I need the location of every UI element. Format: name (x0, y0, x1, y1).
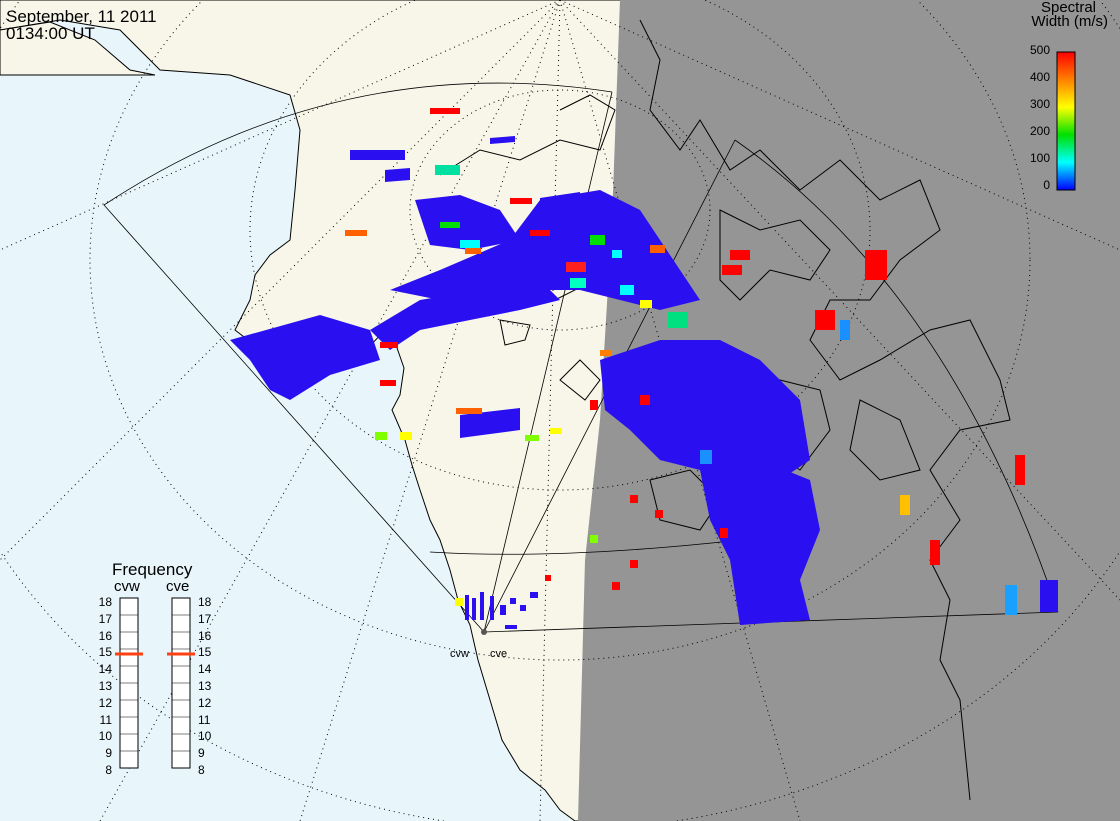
frequency-radar-label-cve: cve (166, 578, 190, 595)
frequency-tick-left: 14 (98, 662, 112, 677)
title-date: September, 11 2011 (6, 7, 157, 26)
landmass-siberia (0, 21, 156, 76)
frequency-tick-right: 13 (198, 679, 212, 693)
frequency-tick-right: 18 (198, 595, 212, 609)
frequency-tick-right: 16 (198, 628, 212, 643)
frequency-tick-right: 11 (198, 712, 211, 727)
frequency-tick-left: 18 (98, 595, 112, 609)
frequency-tick-left: 9 (105, 746, 112, 761)
frequency-boxes (119, 597, 191, 769)
legend-title-line2: Width (m/s) (1031, 13, 1108, 30)
frequency-tick-left: 13 (98, 679, 112, 693)
frequency-title: Frequency (112, 560, 193, 579)
scatter-main-blue (230, 136, 820, 625)
radar-site-label-cvw: cvw (450, 648, 469, 660)
scatter-colored-cells (345, 108, 1058, 615)
radar-site-marker (481, 629, 487, 635)
legend-tick: 300 (1029, 97, 1050, 111)
frequency-tick-right: 10 (198, 729, 212, 744)
frequency-tick-right: 14 (198, 662, 212, 677)
legend-tick: 500 (1029, 43, 1050, 57)
legend-title-line1: Spectral (1040, 0, 1096, 16)
frequency-radar-label-cvw: cvw (114, 578, 140, 595)
frequency-tick-right: 15 (198, 645, 212, 660)
frequency-tick-right: 9 (198, 746, 205, 761)
frequency-tick-left: 16 (98, 628, 112, 643)
frequency-tick-right: 17 (198, 611, 212, 626)
legend-colorbar (1056, 51, 1076, 191)
radar-site-label-cve: cve (490, 648, 508, 660)
scatter-near-range (465, 592, 538, 629)
frequency-tick-left: 17 (98, 611, 112, 626)
frequency-tick-left: 12 (98, 695, 112, 710)
legend-tick: 400 (1029, 70, 1050, 84)
frequency-tick-left: 11 (99, 712, 112, 727)
legend-tick: 100 (1029, 151, 1050, 165)
frequency-tick-right: 8 (198, 763, 205, 777)
frequency-tick-right: 12 (198, 695, 212, 710)
frequency-tick-left: 10 (98, 729, 112, 744)
frequency-tick-left: 15 (98, 645, 112, 660)
title-time: 0134:00 UT (6, 24, 95, 43)
legend-tick: 200 (1029, 124, 1050, 138)
legend-tick: 0 (1043, 178, 1050, 192)
night-shading (578, 0, 1120, 821)
frequency-tick-left: 8 (105, 763, 112, 777)
